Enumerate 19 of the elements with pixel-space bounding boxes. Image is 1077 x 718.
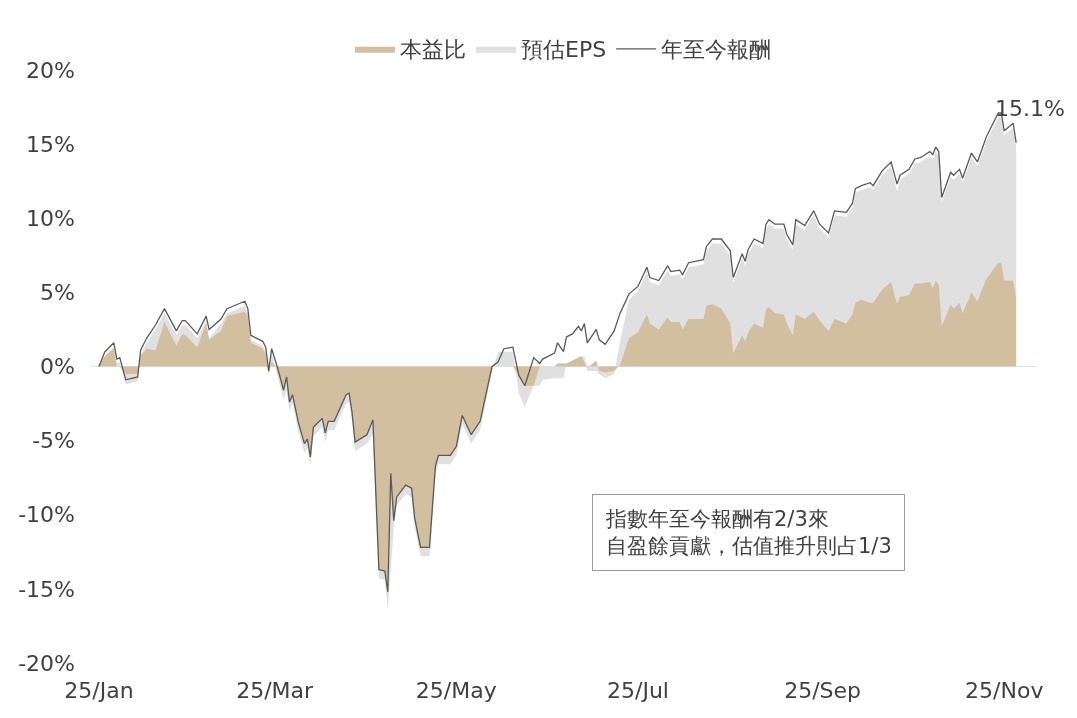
y-tick-label: -15% xyxy=(18,576,75,602)
legend-label: 本益比 xyxy=(400,37,466,63)
x-tick-label: 25/Jul xyxy=(606,678,669,703)
legend-label: 年至今報酬 xyxy=(661,37,772,63)
legend-label: 預估EPS xyxy=(521,37,607,63)
x-tick-label: 25/Jan xyxy=(64,678,134,703)
x-tick-label: 25/Mar xyxy=(236,678,315,703)
y-tick-label: -20% xyxy=(18,650,75,676)
y-tick-label: 5% xyxy=(40,280,75,306)
y-tick-label: -5% xyxy=(32,428,75,454)
x-tick-label: 25/Sep xyxy=(784,678,862,703)
x-tick-label: 25/May xyxy=(415,678,497,703)
y-tick-label: 10% xyxy=(26,205,75,231)
y-tick-label: 0% xyxy=(40,354,75,380)
y-tick-label: 15% xyxy=(26,131,75,157)
annotation: 15.1% xyxy=(995,96,1065,121)
y-tick-label: -10% xyxy=(18,502,75,528)
x-tick-label: 25/Nov xyxy=(965,678,1044,703)
y-tick-label: 20% xyxy=(26,57,75,83)
